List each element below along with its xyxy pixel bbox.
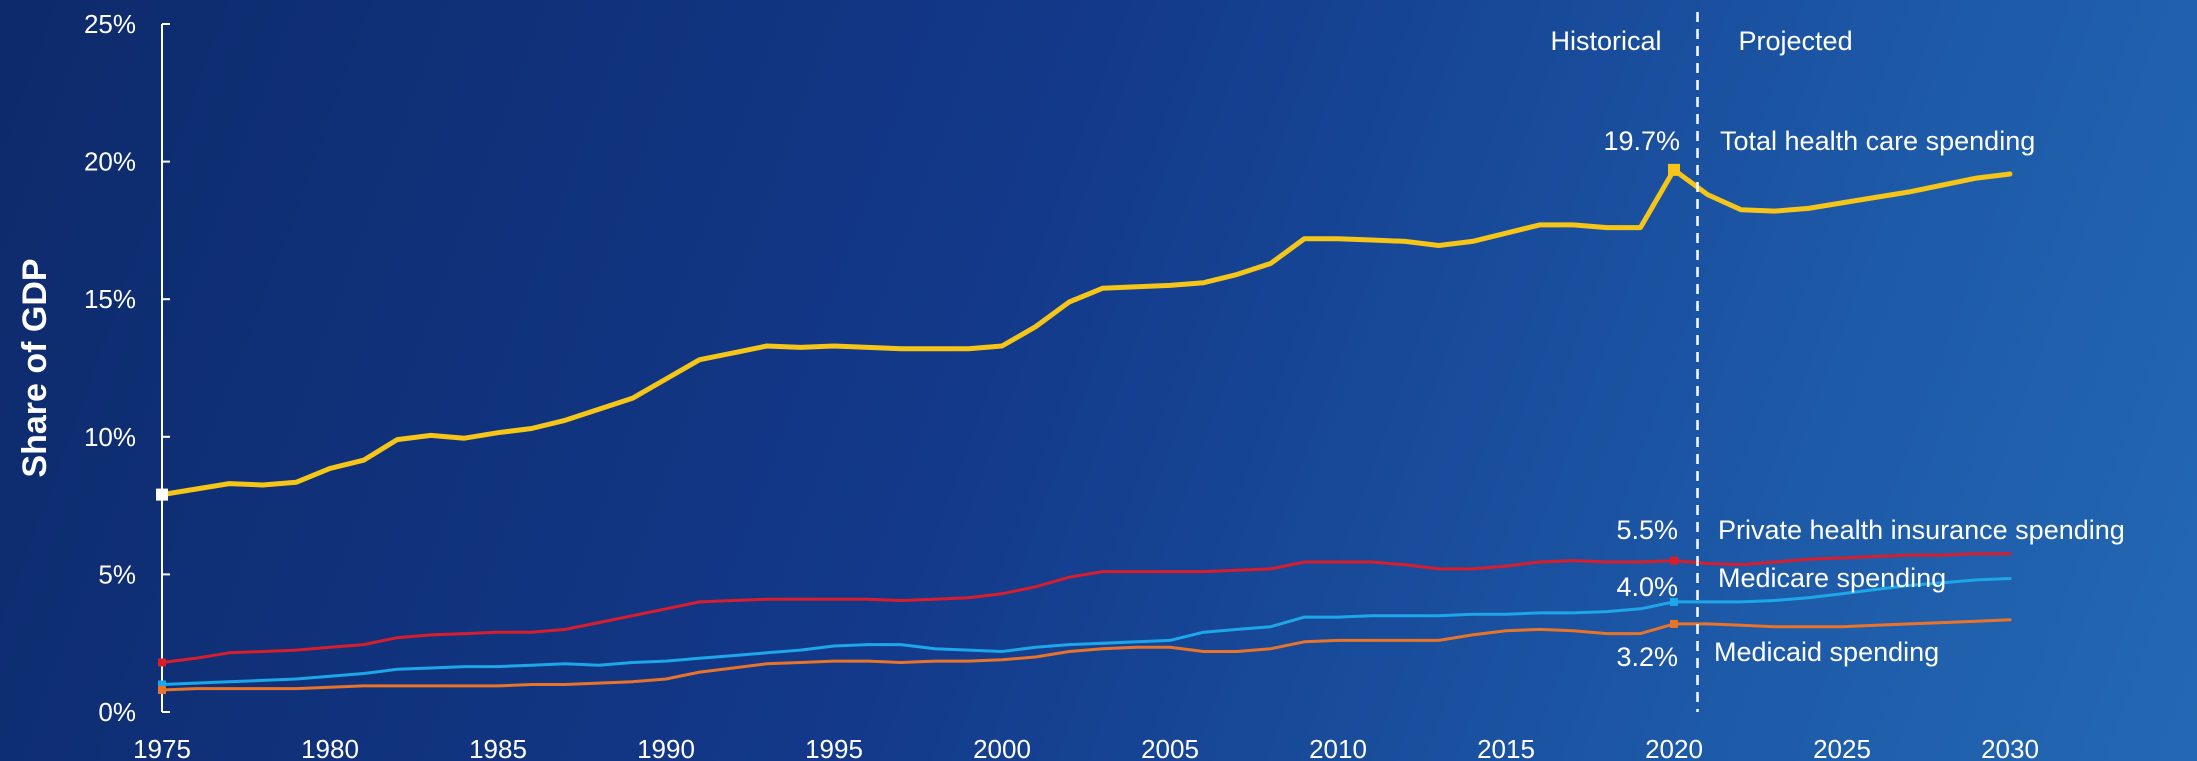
- y-tick-label: 25%: [84, 9, 136, 39]
- series-value-label-0: 19.7%: [1603, 126, 1680, 156]
- series-labels: Total health care spending 19.7% Private h…: [1603, 126, 2124, 672]
- series-2020-marker-2: [1670, 597, 1678, 606]
- series-value-label-1: 5.5%: [1616, 515, 1678, 545]
- x-tick-label: 1980: [301, 734, 359, 761]
- y-tick-label: 20%: [84, 147, 136, 177]
- x-tick-label: 1985: [469, 734, 527, 761]
- x-tick-label: 2005: [1141, 734, 1199, 761]
- x-tick-label: 2030: [1981, 734, 2039, 761]
- y-tick-label: 5%: [98, 559, 136, 589]
- series-name-label-2: Medicare spending: [1718, 563, 1946, 593]
- x-tick-label: 1995: [805, 734, 863, 761]
- x-tick-label: 2015: [1477, 734, 1535, 761]
- x-tick-label: 1990: [637, 734, 695, 761]
- x-tick-label: 2000: [973, 734, 1031, 761]
- y-tick-label: 15%: [84, 284, 136, 314]
- y-axis-label: Share of GDP: [16, 258, 54, 477]
- series-2020-marker-3: [1670, 619, 1678, 628]
- x-tick-label: 2025: [1813, 734, 1871, 761]
- y-tick-label: 0%: [98, 697, 136, 727]
- series-group: [156, 163, 2013, 694]
- y-tick-label: 10%: [84, 422, 136, 452]
- series-line-1: [160, 552, 2012, 664]
- series-value-label-2: 4.0%: [1616, 572, 1678, 602]
- x-tick-label: 2020: [1645, 734, 1703, 761]
- series-name-label-0: Total health care spending: [1720, 126, 2035, 156]
- series-value-label-3: 3.2%: [1616, 642, 1678, 672]
- series-start-marker-3: [158, 685, 166, 694]
- x-tick-label: 2010: [1309, 734, 1367, 761]
- x-tick-label: 1975: [133, 734, 191, 761]
- x-axis-ticks: 1975 1980 1985 1990 1995 2000 2005 2010 2015 2020…: [133, 734, 2039, 761]
- series-name-label-1: Private health insurance spending: [1718, 515, 2125, 545]
- series-start-marker-0: [156, 488, 168, 501]
- series-line-3: [160, 618, 2012, 692]
- series-start-marker-1: [158, 658, 166, 667]
- series-2020-marker-0: [1668, 163, 1680, 176]
- projected-label: Projected: [1739, 26, 1853, 56]
- series-2020-marker-1: [1670, 556, 1678, 565]
- historical-label: Historical: [1550, 26, 1661, 56]
- series-line-0: [159, 167, 2013, 498]
- series-start-marker-2: [158, 680, 166, 689]
- series-line-2: [160, 577, 2012, 686]
- y-axis-ticks: 0% 5% 10% 15% 20% 25%: [84, 9, 170, 727]
- series-name-label-3: Medicaid spending: [1714, 637, 1939, 667]
